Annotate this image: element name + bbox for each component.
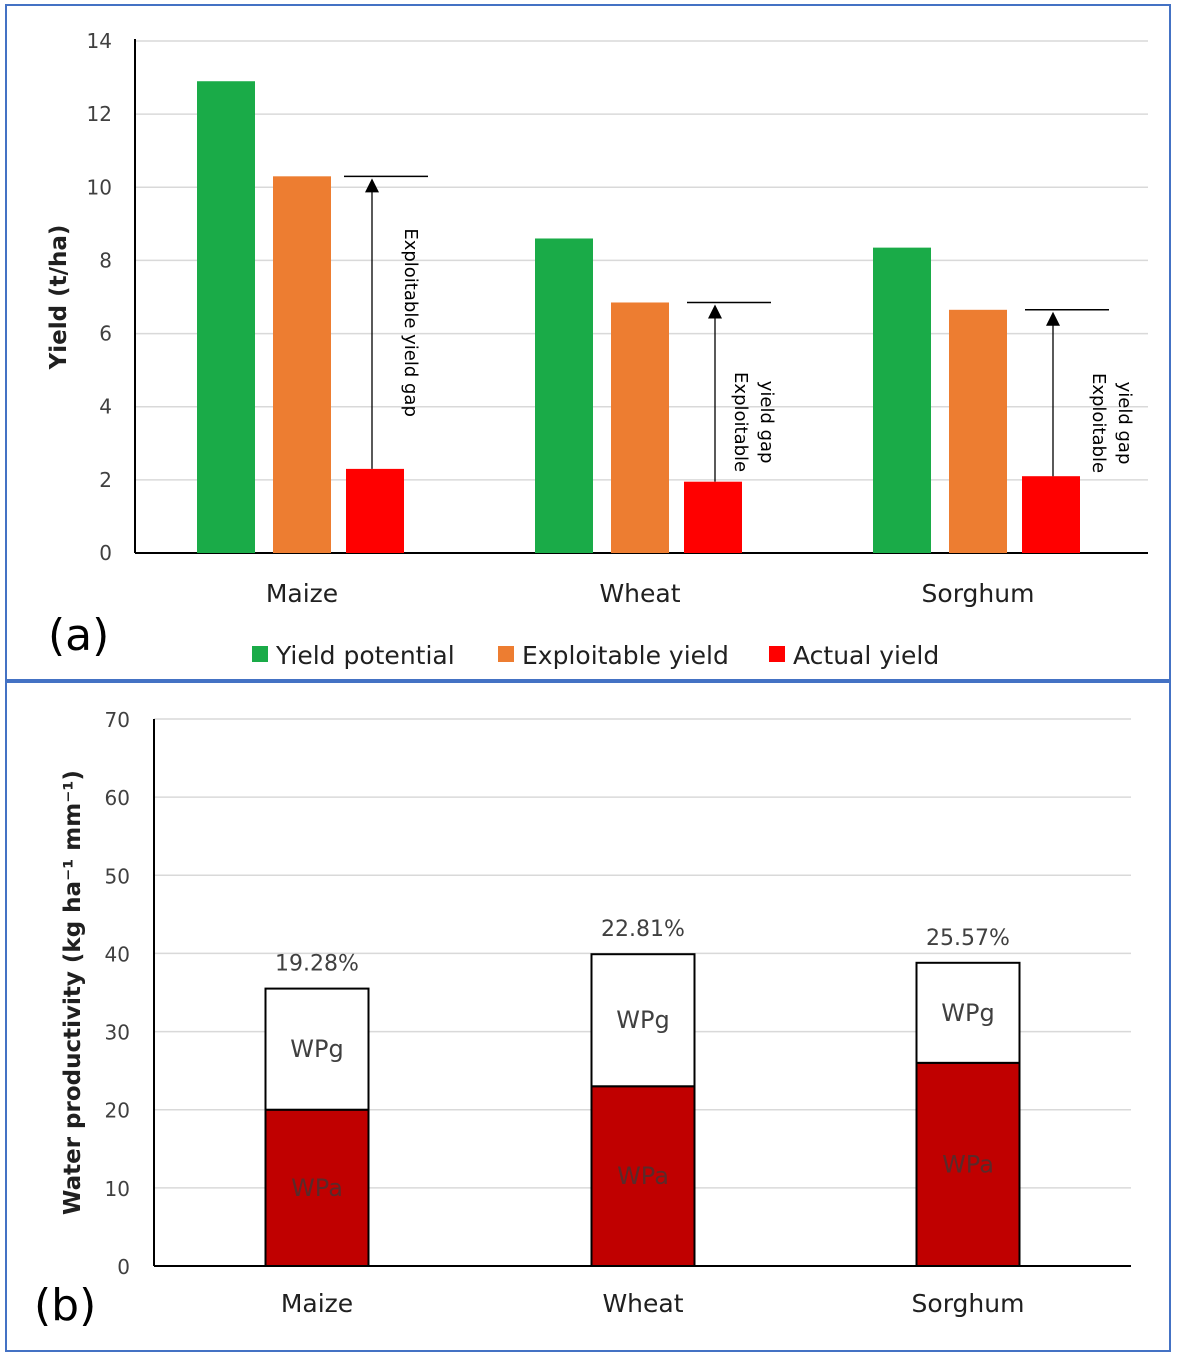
- y-tick-label: 40: [105, 942, 130, 966]
- bar-yield-potential: [873, 247, 931, 553]
- chart-yield: 0 2 4 6 8 10 12 14 Yield (t/ha) Maize Exploitable …: [46, 29, 1148, 670]
- bar-segment-wpg: [915, 961, 1021, 1064]
- panel-label: (b): [34, 1280, 96, 1331]
- bar-top-percentage-label: 19.28%: [275, 952, 359, 977]
- panel-label: (a): [48, 610, 109, 661]
- y-tick-label: 70: [105, 708, 130, 732]
- legend-swatch: [252, 646, 268, 662]
- y-tick-label: 4: [99, 395, 112, 419]
- y-tick-label: 60: [105, 786, 130, 810]
- bar-exploitable-yield: [949, 309, 1007, 553]
- legend-swatch: [769, 646, 785, 662]
- y-tick-label: 12: [87, 102, 112, 126]
- bar-segment-wpg: [590, 953, 696, 1088]
- y-tick-label: 10: [87, 175, 112, 199]
- bar-segment-wpa: [915, 1061, 1021, 1268]
- chart-water-productivity: 0 10 20 30 40 50 60 70 Water productivity (kg ha…: [34, 708, 1131, 1331]
- gap-annotation-text: Exploitable: [730, 372, 751, 472]
- bar-yield-potential: [535, 238, 593, 553]
- bar-yield-potential: [197, 81, 255, 553]
- bar-segment-wpa: [590, 1085, 696, 1268]
- y-tick-label: 30: [105, 1021, 130, 1045]
- legend-label: Actual yield: [793, 641, 939, 670]
- y-tick-label: 8: [99, 248, 112, 272]
- wpa-segment-label: WPa: [617, 1162, 669, 1190]
- x-category-label: Maize: [266, 579, 338, 608]
- y-tick-label: 50: [105, 864, 130, 888]
- gap-annotation-text: Exploitable yield gap: [400, 228, 421, 417]
- y-tick-label: 14: [87, 29, 112, 53]
- y-tick-label: 20: [105, 1099, 130, 1123]
- gap-annotation-text: Exploitable: [1088, 373, 1109, 473]
- gap-arrow-head: [1046, 311, 1060, 326]
- wpg-segment-label: WPg: [941, 999, 994, 1027]
- panel-b-frame: [5, 681, 1171, 1352]
- y-tick-label: 10: [105, 1177, 130, 1201]
- bar-top-percentage-label: 25.57%: [926, 926, 1010, 951]
- gap-annotation-text: yield gap: [756, 381, 777, 464]
- x-category-label: Sorghum: [912, 1289, 1025, 1318]
- wpg-segment-label: WPg: [290, 1035, 343, 1063]
- y-axis-title: Water productivity (kg ha⁻¹ mm⁻¹): [60, 770, 86, 1215]
- y-tick-label: 0: [117, 1255, 130, 1279]
- panel-a-frame: [5, 4, 1171, 681]
- gap-arrow-head: [365, 178, 379, 193]
- y-tick-label: 6: [99, 322, 112, 346]
- bar-actual-yield: [346, 468, 404, 553]
- bar-segment-wpg: [264, 987, 370, 1111]
- bar-actual-yield: [1022, 476, 1080, 553]
- bar-actual-yield: [684, 481, 742, 553]
- legend-label: Exploitable yield: [522, 641, 729, 670]
- x-category-label: Wheat: [599, 579, 680, 608]
- legend-swatch: [498, 646, 514, 662]
- bar-exploitable-yield: [611, 302, 669, 553]
- x-category-label: Wheat: [602, 1289, 683, 1318]
- bar-top-percentage-label: 22.81%: [601, 917, 685, 942]
- y-tick-label: 0: [99, 541, 112, 565]
- bar-exploitable-yield: [273, 176, 331, 554]
- legend-label: Yield potential: [275, 641, 455, 670]
- wpg-segment-label: WPg: [616, 1006, 669, 1034]
- x-category-label: Maize: [281, 1289, 353, 1318]
- y-axis-title: Yield (t/ha): [46, 225, 72, 371]
- y-tick-label: 2: [99, 468, 112, 492]
- wpa-segment-label: WPa: [291, 1174, 343, 1202]
- gap-arrow-head: [708, 304, 722, 319]
- wpa-segment-label: WPa: [942, 1150, 994, 1178]
- x-category-label: Sorghum: [922, 579, 1035, 608]
- gap-annotation-text: yield gap: [1114, 382, 1135, 465]
